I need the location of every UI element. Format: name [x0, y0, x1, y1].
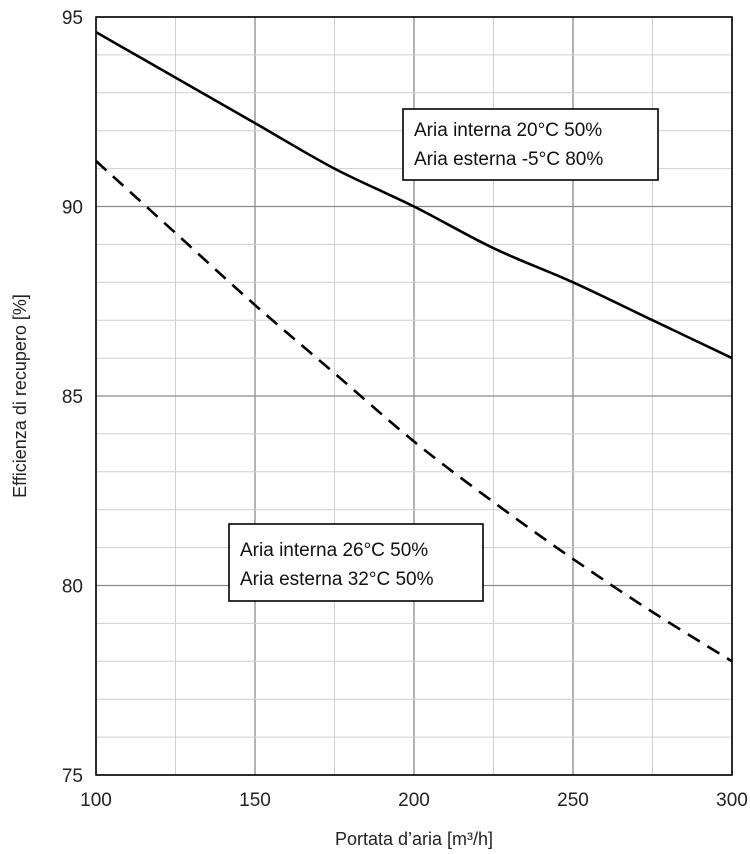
x-tick-label: 250 — [557, 790, 589, 811]
y-axis-title: Efficienza di recupero [%] — [10, 294, 30, 498]
x-axis-title: Portata d’aria [m³/h] — [335, 829, 493, 849]
annotation-line: Aria interna 26°C 50% — [240, 540, 428, 561]
series-line-dashed — [95, 160, 733, 663]
y-tick-label: 75 — [62, 766, 83, 787]
x-tick-label: 150 — [239, 790, 271, 811]
annotation-line: Aria interna 20°C 50% — [414, 120, 602, 141]
x-tick-label: 100 — [80, 790, 112, 811]
annotation-box-summer: Aria interna 26°C 50% Aria esterna 32°C … — [228, 523, 484, 602]
tick-labels: 100 150 200 250 300 75 80 85 90 95 — [62, 8, 748, 811]
series-layer — [95, 31, 733, 663]
x-tick-label: 200 — [398, 790, 430, 811]
y-tick-label: 95 — [62, 8, 83, 29]
plot-frame — [95, 16, 733, 776]
y-tick-label: 90 — [62, 198, 83, 219]
annotation-line: Aria esterna -5°C 80% — [414, 149, 603, 170]
y-tick-label: 80 — [62, 577, 83, 598]
annotation-box-winter: Aria interna 20°C 50% Aria esterna -5°C … — [402, 108, 659, 181]
y-tick-label: 85 — [62, 387, 83, 408]
x-tick-label: 300 — [716, 790, 748, 811]
series-line-solid — [95, 31, 733, 360]
annotation-line: Aria esterna 32°C 50% — [240, 569, 434, 590]
